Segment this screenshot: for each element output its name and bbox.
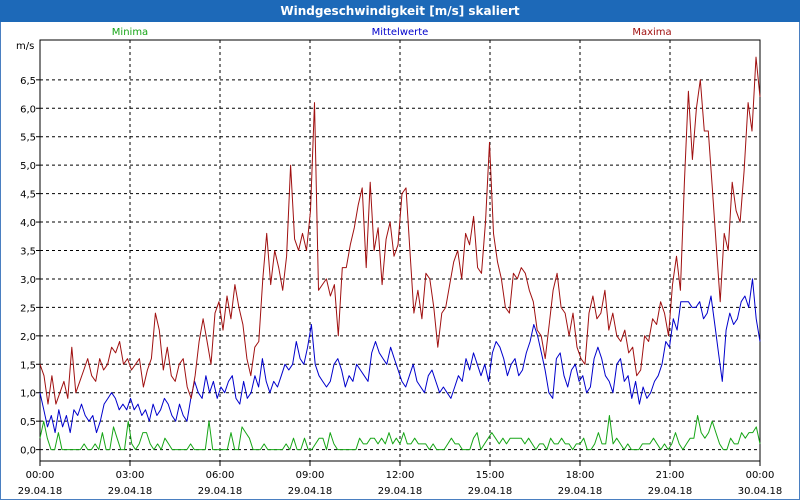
x-tick-time-label: 03:00 xyxy=(116,470,145,481)
x-tick-time-label: 12:00 xyxy=(386,470,415,481)
y-tick-label: 0,0 xyxy=(20,446,36,457)
x-tick-date-label: 30.04.18 xyxy=(738,486,783,497)
grid-lines xyxy=(40,40,760,461)
y-tick-label: 2,5 xyxy=(20,303,36,314)
y-tick-label: 1,0 xyxy=(20,389,36,400)
x-tick-date-label: 29.04.18 xyxy=(198,486,243,497)
x-tick-date-label: 29.04.18 xyxy=(18,486,63,497)
x-tick-time-label: 09:00 xyxy=(296,470,325,481)
y-axis-ticks: 0,0 0,5 1,0 1,5 2,0 2,5 3,0 3,5 4,0 4,5 5,0 5,5 6,0 6… xyxy=(20,76,40,457)
legend-maxima: Maxima xyxy=(632,27,671,38)
x-axis-ticks: 00:00 29.04.18 03:00 29.04.18 06:00 29.04.18 0… xyxy=(18,461,783,497)
x-tick-date-label: 29.04.18 xyxy=(378,486,423,497)
legend-minima: Minima xyxy=(112,27,148,38)
series-lines xyxy=(39,56,761,451)
x-tick-time-label: 00:00 xyxy=(26,470,55,481)
x-tick-time-label: 15:00 xyxy=(476,470,505,481)
y-tick-label: 6,5 xyxy=(20,76,36,87)
series-line-maxima xyxy=(39,56,761,405)
x-tick-time-label: 18:00 xyxy=(566,470,595,481)
y-tick-label: 6,0 xyxy=(20,104,36,115)
y-tick-label: 3,5 xyxy=(20,247,36,258)
y-tick-label: 4,5 xyxy=(20,190,36,201)
window-title: Windgeschwindigkeit [m/s] skaliert xyxy=(0,0,800,22)
x-tick-date-label: 29.04.18 xyxy=(648,486,693,497)
x-tick-date-label: 29.04.18 xyxy=(558,486,603,497)
x-tick-time-label: 21:00 xyxy=(656,470,685,481)
x-tick-time-label: 06:00 xyxy=(206,470,235,481)
series-line-minima xyxy=(39,415,761,451)
y-tick-label: 2,0 xyxy=(20,332,36,343)
y-tick-label: 4,0 xyxy=(20,218,36,229)
y-tick-label: 0,5 xyxy=(20,417,36,428)
y-tick-label: 5,0 xyxy=(20,161,36,172)
y-tick-label: 5,5 xyxy=(20,133,36,144)
x-tick-date-label: 29.04.18 xyxy=(288,486,333,497)
y-tick-label: 1,5 xyxy=(20,360,36,371)
x-tick-time-label: 00:00 xyxy=(746,470,775,481)
legend-mittelwerte: Mittelwerte xyxy=(372,27,429,38)
y-tick-label: 3,0 xyxy=(20,275,36,286)
y-axis-unit-label: m/s xyxy=(16,41,34,52)
x-tick-date-label: 29.04.18 xyxy=(108,486,153,497)
x-tick-date-label: 29.04.18 xyxy=(468,486,513,497)
series-line-mittelwerte xyxy=(39,278,761,434)
legend: Minima Mittelwerte Maxima xyxy=(112,27,672,38)
